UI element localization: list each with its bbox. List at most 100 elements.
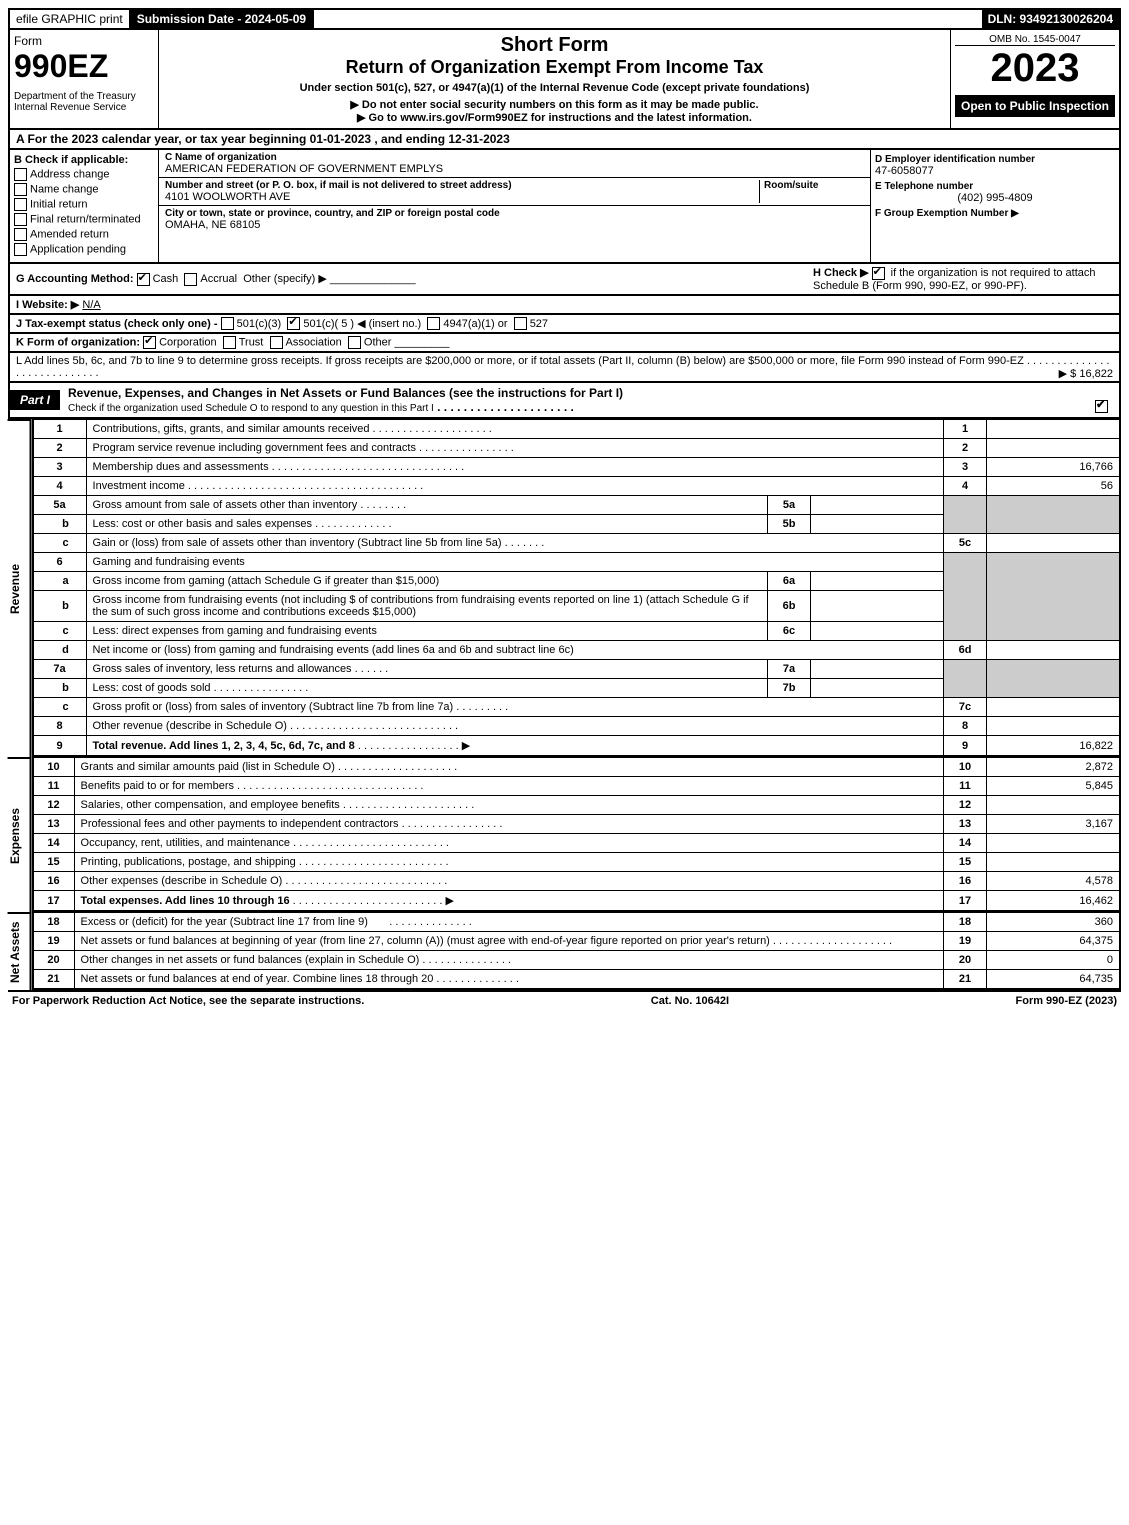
chk-4947[interactable] [427, 317, 440, 330]
line-5c: cGain or (loss) from sale of assets othe… [33, 534, 1120, 553]
line-14: 14Occupancy, rent, utilities, and mainte… [33, 834, 1120, 853]
chk-corp[interactable] [143, 336, 156, 349]
row-gh: G Accounting Method: Cash Accrual Other … [8, 264, 1121, 296]
chk-accrual[interactable] [184, 273, 197, 286]
org-name-cell: C Name of organization AMERICAN FEDERATI… [159, 150, 870, 178]
tax-year: 2023 [955, 46, 1115, 91]
page-footer: For Paperwork Reduction Act Notice, see … [8, 990, 1121, 1010]
footer-left: For Paperwork Reduction Act Notice, see … [12, 995, 364, 1007]
omb-label: OMB No. 1545-0047 [955, 34, 1115, 46]
chk-schedule-o[interactable] [1095, 400, 1108, 413]
header-right: OMB No. 1545-0047 2023 Open to Public In… [950, 30, 1119, 128]
part1-header: Part I Revenue, Expenses, and Changes in… [8, 383, 1121, 419]
part1-title: Revenue, Expenses, and Changes in Net As… [60, 383, 1119, 417]
city-label: City or town, state or province, country… [165, 208, 864, 219]
line-15: 15Printing, publications, postage, and s… [33, 853, 1120, 872]
chk-application-pending[interactable]: Application pending [14, 243, 154, 256]
tel-value: (402) 995-4809 [875, 192, 1115, 204]
submission-date: Submission Date - 2024-05-09 [131, 10, 314, 28]
row-a-period: A For the 2023 calendar year, or tax yea… [8, 130, 1121, 150]
line-5a: 5aGross amount from sale of assets other… [33, 496, 1120, 515]
line-18: 18Excess or (deficit) for the year (Subt… [33, 913, 1120, 932]
part1-tab: Part I [10, 390, 60, 410]
footer-right: Form 990-EZ (2023) [1016, 995, 1117, 1007]
chk-501c[interactable] [287, 317, 300, 330]
netassets-section: Net Assets 18Excess or (deficit) for the… [8, 912, 1121, 990]
row-g: G Accounting Method: Cash Accrual Other … [16, 272, 416, 286]
note-link: ▶ Go to www.irs.gov/Form990EZ for instru… [167, 111, 942, 124]
line-4: 4Investment income . . . . . . . . . . .… [33, 477, 1120, 496]
col-d: D Employer identification number 47-6058… [871, 150, 1119, 262]
ein-value: 47-6058077 [875, 165, 1115, 177]
line-2: 2Program service revenue including gover… [33, 439, 1120, 458]
org-name-label: C Name of organization [165, 152, 864, 163]
top-bar: efile GRAPHIC print Submission Date - 20… [8, 8, 1121, 30]
grp-label: F Group Exemption Number ▶ [875, 208, 1115, 219]
tel-label: E Telephone number [875, 181, 1115, 192]
line-6: 6Gaming and fundraising events [33, 553, 1120, 572]
chk-trust[interactable] [223, 336, 236, 349]
header-center: Short Form Return of Organization Exempt… [159, 30, 950, 128]
street-value: 4101 WOOLWORTH AVE [165, 191, 759, 203]
room-label: Room/suite [764, 180, 864, 191]
form-header: Form 990EZ Department of the Treasury In… [8, 30, 1121, 130]
revenue-section: Revenue 1Contributions, gifts, grants, a… [8, 419, 1121, 757]
line-20: 20Other changes in net assets or fund ba… [33, 951, 1120, 970]
row-i: I Website: ▶ N/A [8, 296, 1121, 315]
line-7a: 7aGross sales of inventory, less returns… [33, 660, 1120, 679]
street-cell: Number and street (or P. O. box, if mail… [159, 178, 870, 206]
line-1: 1Contributions, gifts, grants, and simil… [33, 420, 1120, 439]
note-ssn: Do not enter social security numbers on … [167, 98, 942, 111]
section-bcd: B Check if applicable: Address change Na… [8, 150, 1121, 264]
irs-label: Internal Revenue Service [14, 102, 154, 113]
netassets-label: Net Assets [8, 912, 32, 990]
chk-name-change[interactable]: Name change [14, 183, 154, 196]
revenue-label: Revenue [8, 419, 32, 757]
open-public: Open to Public Inspection [955, 95, 1115, 117]
short-form-title: Short Form [167, 34, 942, 57]
expenses-table: 10Grants and similar amounts paid (list … [32, 757, 1121, 912]
chk-final-return[interactable]: Final return/terminated [14, 213, 154, 226]
form-number: 990EZ [14, 48, 154, 85]
line-12: 12Salaries, other compensation, and empl… [33, 796, 1120, 815]
chk-amended-return[interactable]: Amended return [14, 228, 154, 241]
line-16: 16Other expenses (describe in Schedule O… [33, 872, 1120, 891]
line-9: 9Total revenue. Add lines 1, 2, 3, 4, 5c… [33, 736, 1120, 757]
row-l: L Add lines 5b, 6c, and 7b to line 9 to … [8, 353, 1121, 383]
form-word: Form [14, 34, 154, 48]
website-value: N/A [82, 299, 100, 311]
revenue-table: 1Contributions, gifts, grants, and simil… [32, 419, 1121, 757]
row-h: H Check ▶ if the organization is not req… [813, 266, 1113, 292]
line-21: 21Net assets or fund balances at end of … [33, 970, 1120, 990]
row-j: J Tax-exempt status (check only one) - 5… [8, 315, 1121, 335]
org-name: AMERICAN FEDERATION OF GOVERNMENT EMPLYS [165, 163, 864, 175]
header-left: Form 990EZ Department of the Treasury In… [10, 30, 159, 128]
col-b-title: B Check if applicable: [14, 154, 154, 166]
dept-label: Department of the Treasury [14, 91, 154, 102]
chk-schedule-b[interactable] [872, 267, 885, 280]
line-3: 3Membership dues and assessments . . . .… [33, 458, 1120, 477]
chk-other-org[interactable] [348, 336, 361, 349]
line-11: 11Benefits paid to or for members . . . … [33, 777, 1120, 796]
footer-mid: Cat. No. 10642I [651, 995, 729, 1007]
line-7c: cGross profit or (loss) from sales of in… [33, 698, 1120, 717]
chk-initial-return[interactable]: Initial return [14, 198, 154, 211]
expenses-label: Expenses [8, 757, 32, 912]
main-title: Return of Organization Exempt From Incom… [167, 57, 942, 78]
chk-527[interactable] [514, 317, 527, 330]
chk-501c3[interactable] [221, 317, 234, 330]
chk-address-change[interactable]: Address change [14, 168, 154, 181]
col-b: B Check if applicable: Address change Na… [10, 150, 159, 262]
line-8: 8Other revenue (describe in Schedule O) … [33, 717, 1120, 736]
chk-cash[interactable] [137, 273, 150, 286]
gross-receipts: ▶ $ 16,822 [1059, 367, 1113, 380]
subtitle: Under section 501(c), 527, or 4947(a)(1)… [167, 82, 942, 94]
line-6d: dNet income or (loss) from gaming and fu… [33, 641, 1120, 660]
col-c: C Name of organization AMERICAN FEDERATI… [159, 150, 871, 262]
dln-label: DLN: 93492130026204 [982, 10, 1119, 28]
city-cell: City or town, state or province, country… [159, 206, 870, 233]
street-label: Number and street (or P. O. box, if mail… [165, 180, 759, 191]
chk-assoc[interactable] [270, 336, 283, 349]
row-k: K Form of organization: Corporation Trus… [8, 334, 1121, 353]
efile-label: efile GRAPHIC print [10, 10, 131, 28]
